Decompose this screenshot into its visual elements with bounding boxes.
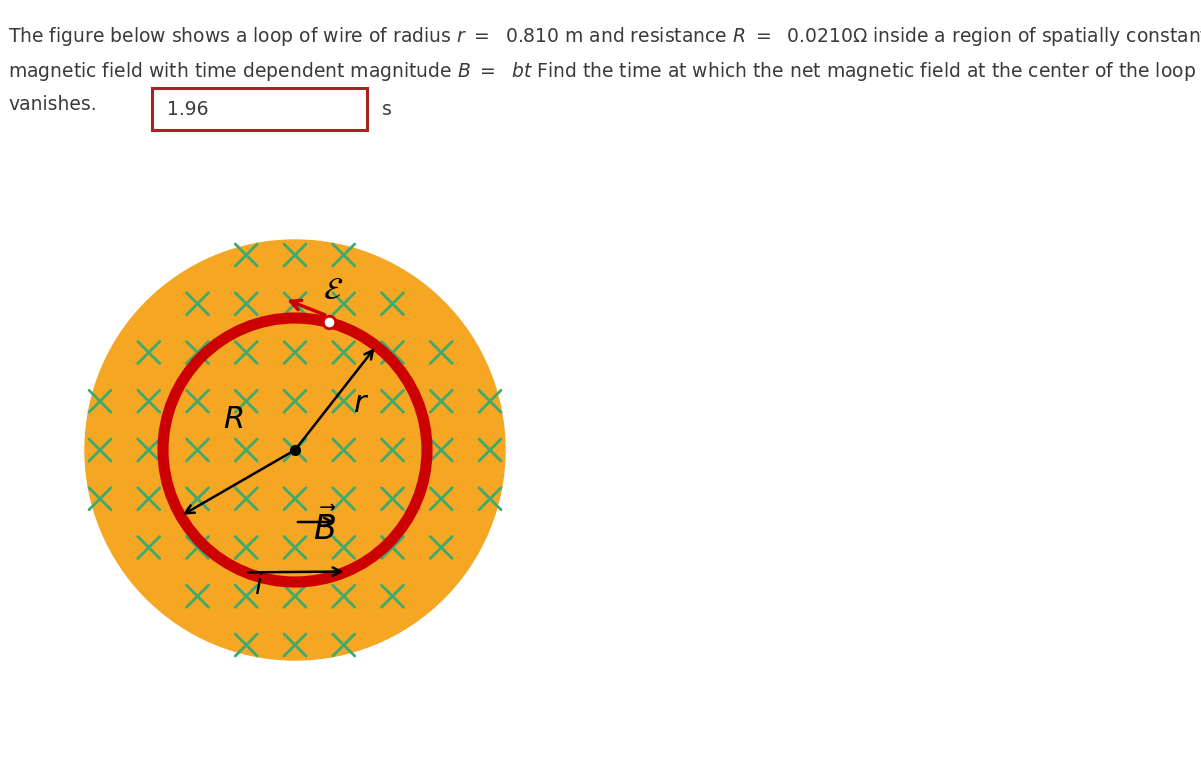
- Text: $i$: $i$: [253, 573, 263, 600]
- Text: The figure below shows a loop of wire of radius $r\ =\ $ 0.810 m and resistance : The figure below shows a loop of wire of…: [8, 25, 1201, 48]
- Text: s: s: [382, 100, 392, 119]
- Text: 1.96: 1.96: [167, 100, 209, 119]
- Text: $\vec{B}$: $\vec{B}$: [313, 507, 336, 547]
- Text: $r$: $r$: [353, 388, 369, 419]
- Text: magnetic field with time dependent magnitude $B\ =\ $ $bt$ Find the time at whic: magnetic field with time dependent magni…: [8, 60, 1196, 83]
- Circle shape: [85, 240, 504, 660]
- Text: $\mathcal{E}$: $\mathcal{E}$: [323, 275, 343, 306]
- Text: vanishes.: vanishes.: [8, 95, 96, 114]
- FancyBboxPatch shape: [153, 88, 368, 130]
- Text: $R$: $R$: [223, 404, 244, 435]
